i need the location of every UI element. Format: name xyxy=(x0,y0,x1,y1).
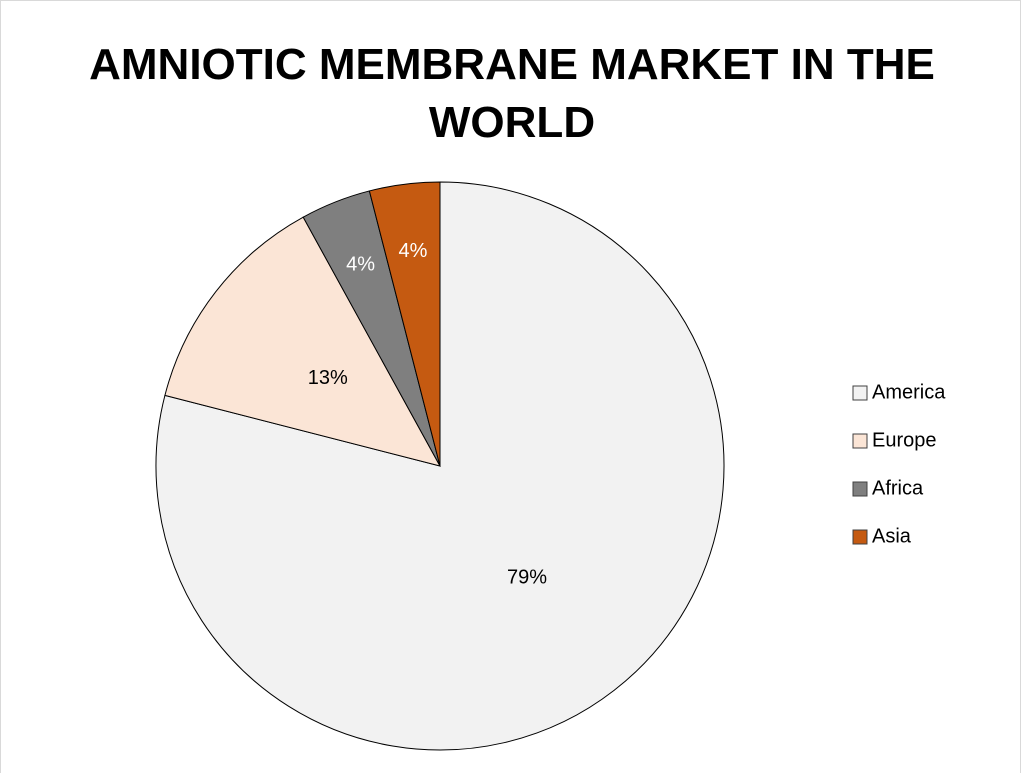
data-label: 13% xyxy=(308,367,348,389)
pie-slice xyxy=(164,216,441,467)
legend-swatch xyxy=(852,433,868,449)
data-label: 4% xyxy=(346,254,375,276)
pie-slice xyxy=(368,181,441,467)
legend-label: Europe xyxy=(872,429,937,451)
legend-label: Africa xyxy=(872,477,924,499)
legend-swatch xyxy=(852,529,868,545)
chart-title: AMNIOTIC MEMBRANE MARKET IN THE WORLD xyxy=(89,40,935,147)
data-label: 79% xyxy=(507,566,547,588)
legend-swatch xyxy=(852,481,868,497)
legend-label: America xyxy=(872,381,946,403)
legend-label: Asia xyxy=(872,525,912,547)
data-label: 4% xyxy=(398,240,427,262)
legend-swatch xyxy=(852,385,868,401)
